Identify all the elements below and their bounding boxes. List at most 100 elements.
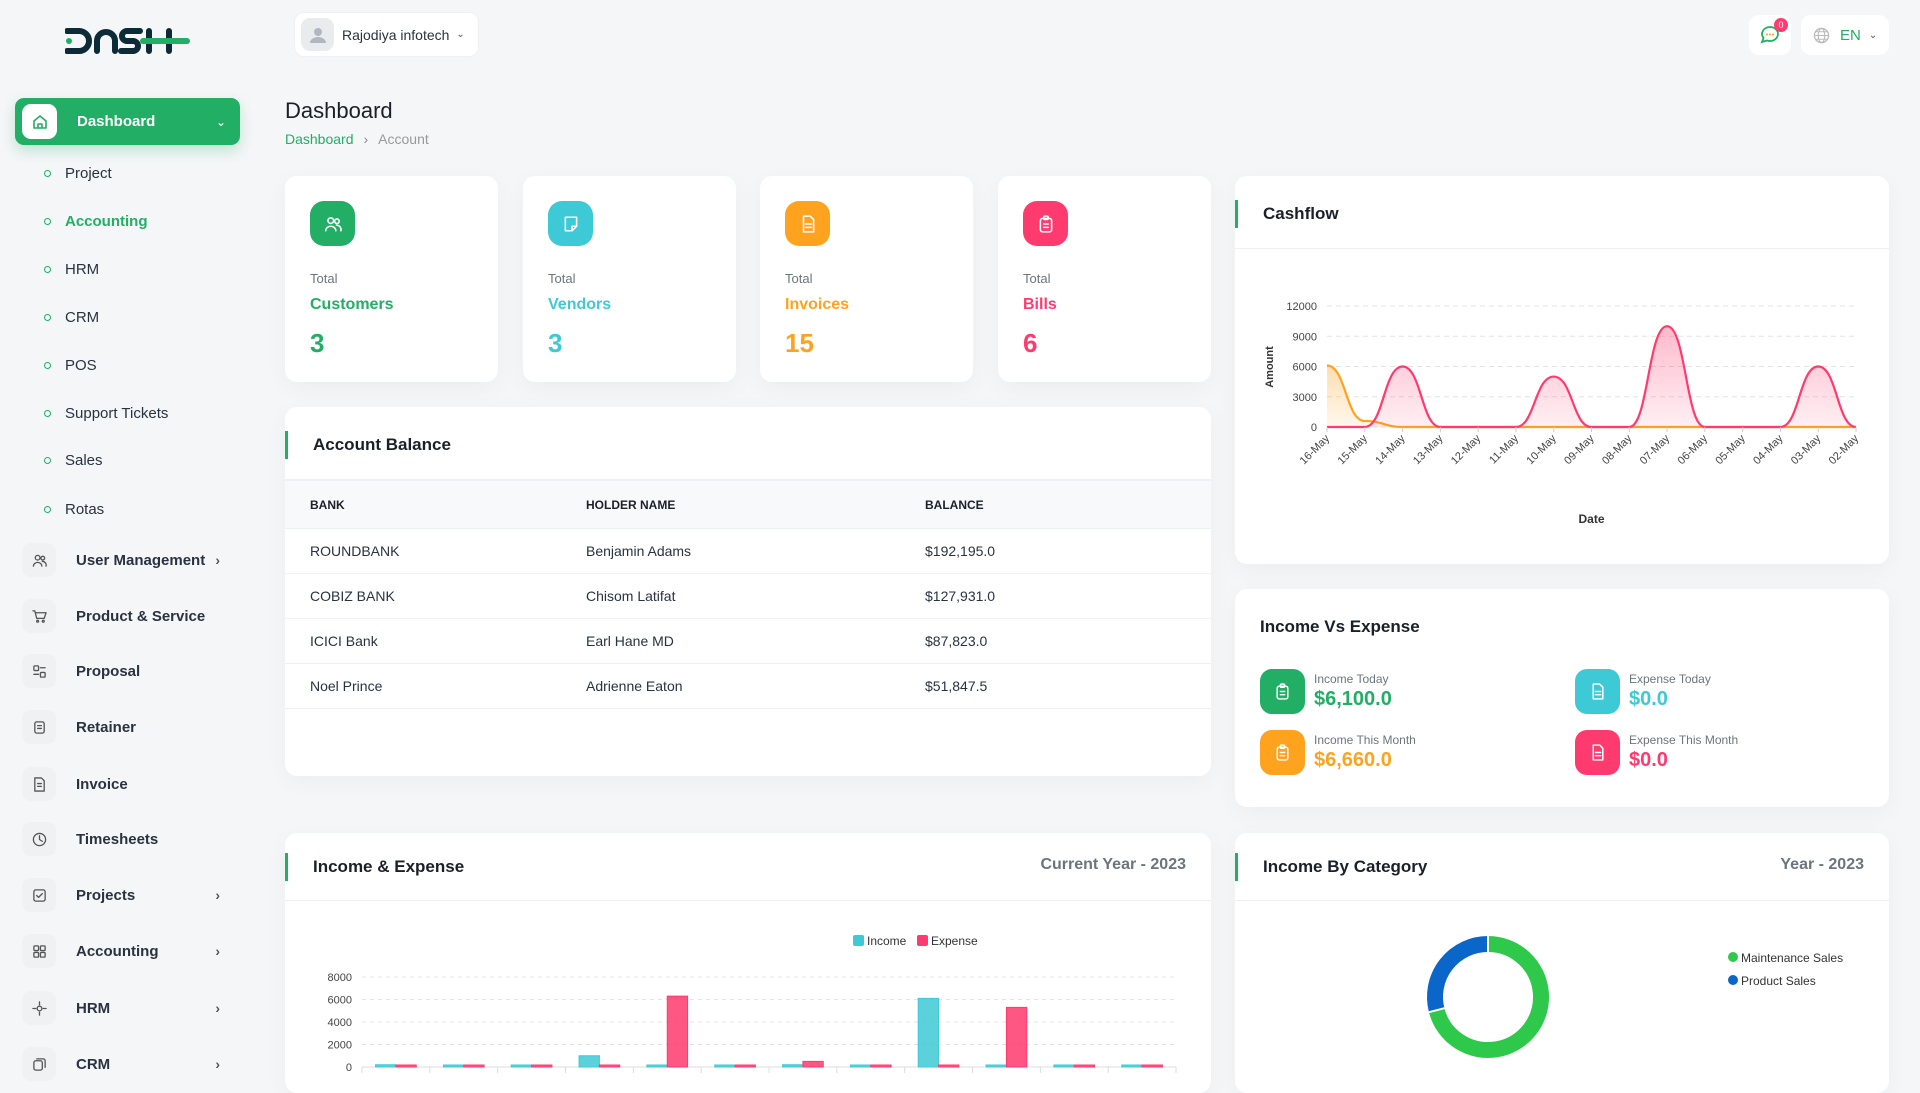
bar-income[interactable] bbox=[375, 1064, 397, 1068]
bar-expense[interactable] bbox=[463, 1064, 485, 1068]
clipboard-icon bbox=[1276, 744, 1289, 761]
table-row: COBIZ BANK Chisom Latifat $127,931.0 bbox=[285, 573, 1211, 619]
bar-expense[interactable] bbox=[1141, 1064, 1163, 1068]
cell-balance: $51,847.5 bbox=[925, 663, 1211, 709]
x-tick-label: 04-May bbox=[1751, 432, 1786, 467]
bar-expense[interactable] bbox=[734, 1064, 756, 1068]
stat-label: Invoices bbox=[785, 296, 850, 313]
sidebar-item-proposal[interactable]: Proposal bbox=[22, 653, 232, 689]
summary-label: Expense This Month bbox=[1629, 733, 1739, 747]
bar-income[interactable] bbox=[442, 1064, 465, 1068]
sidebar-item-product-service[interactable]: Product & Service bbox=[22, 598, 232, 634]
income-expense-title: Income & Expense bbox=[285, 853, 464, 881]
bar-income[interactable] bbox=[917, 997, 940, 1068]
bar-income[interactable] bbox=[646, 1064, 668, 1068]
sidebar-item-hrm[interactable]: HRM › bbox=[22, 990, 232, 1026]
summary-income-this-month: Income This Month $6,660.0 bbox=[1260, 730, 1416, 775]
x-tick-label: 13-May bbox=[1411, 432, 1446, 467]
bar-expense[interactable] bbox=[870, 1064, 892, 1068]
bar-income[interactable] bbox=[849, 1064, 872, 1068]
dash-logo[interactable] bbox=[65, 26, 190, 56]
sidebar-item-user-management[interactable]: User Management › bbox=[22, 542, 232, 578]
stat-value: 15 bbox=[785, 328, 814, 358]
legend-label[interactable]: Expense bbox=[931, 934, 978, 948]
legend-label[interactable]: Maintenance Sales bbox=[1741, 951, 1843, 965]
sidebar-subitem-pos[interactable]: POS bbox=[44, 353, 97, 377]
file-icon bbox=[1592, 683, 1604, 700]
messages-button[interactable]: 0 bbox=[1749, 15, 1791, 55]
cart-icon bbox=[31, 609, 47, 623]
bullet-icon bbox=[44, 361, 51, 369]
sidebar-subitem-support-tickets[interactable]: Support Tickets bbox=[44, 401, 168, 425]
bar-income[interactable] bbox=[510, 1064, 533, 1068]
bar-expense[interactable] bbox=[531, 1064, 553, 1068]
globe-icon bbox=[1813, 27, 1830, 43]
y-axis-label: Amount bbox=[1264, 346, 1276, 388]
y-tick-label: 2000 bbox=[328, 1040, 352, 1052]
donut-slice-product-sales[interactable] bbox=[1427, 936, 1489, 1013]
y-tick-label: 0 bbox=[1311, 422, 1317, 434]
bar-expense[interactable] bbox=[1073, 1064, 1096, 1068]
company-switcher[interactable]: Rajodiya infotech ⌄ bbox=[294, 12, 479, 57]
x-tick-label: 05-May bbox=[1713, 432, 1748, 467]
bar-expense[interactable] bbox=[598, 1064, 621, 1068]
avatar bbox=[301, 18, 334, 51]
cell-holder: Benjamin Adams bbox=[586, 528, 925, 574]
bar-expense[interactable] bbox=[395, 1064, 417, 1068]
bar-expense[interactable] bbox=[938, 1064, 960, 1068]
sidebar-subitem-rotas[interactable]: Rotas bbox=[44, 497, 104, 521]
stat-card-invoices[interactable]: Total Invoices 15 bbox=[760, 176, 973, 382]
sidebar-item-retainer[interactable]: Retainer bbox=[22, 709, 232, 745]
income-by-category-card: Income By Category Year - 2023 bbox=[1235, 833, 1889, 1093]
clipboard-icon bbox=[1039, 214, 1052, 233]
file-icon bbox=[802, 214, 814, 233]
sidebar-item-projects[interactable]: Projects › bbox=[22, 877, 232, 913]
sidebar-item-label: HRM bbox=[76, 999, 111, 1017]
sidebar-item-timesheets[interactable]: Timesheets bbox=[22, 821, 232, 857]
sidebar-item-invoice[interactable]: Invoice bbox=[22, 766, 232, 802]
stat-card-bills[interactable]: Total Bills 6 bbox=[998, 176, 1211, 382]
breadcrumb-link-dashboard[interactable]: Dashboard bbox=[285, 131, 354, 147]
legend-label[interactable]: Product Sales bbox=[1741, 974, 1816, 988]
sidebar-subitem-crm[interactable]: CRM bbox=[44, 305, 99, 329]
sidebar-item-crm[interactable]: CRM › bbox=[22, 1046, 232, 1082]
y-tick-label: 4000 bbox=[328, 1017, 352, 1029]
stat-caption: Total bbox=[310, 271, 338, 286]
bar-expense[interactable] bbox=[1005, 1006, 1028, 1068]
bar-income[interactable] bbox=[1053, 1064, 1075, 1068]
stat-value: 3 bbox=[548, 328, 563, 358]
sidebar-item-label: Product & Service bbox=[76, 607, 206, 625]
bar-income[interactable] bbox=[714, 1064, 736, 1068]
chevron-right-icon: › bbox=[215, 552, 220, 568]
bar-income[interactable] bbox=[1121, 1064, 1143, 1068]
stat-card-vendors[interactable]: Total Vendors 3 bbox=[523, 176, 736, 382]
stat-value: 3 bbox=[310, 328, 325, 358]
sidebar-subitem-accounting[interactable]: Accounting bbox=[44, 209, 148, 233]
bar-income[interactable] bbox=[578, 1055, 600, 1068]
sidebar-subitem-sales[interactable]: Sales bbox=[44, 448, 103, 472]
sidebar-item-accounting[interactable]: Accounting › bbox=[22, 933, 232, 969]
sidebar-item-label: Project bbox=[65, 164, 112, 182]
sidebar-item-dashboard[interactable]: Dashboard ⌄ bbox=[15, 98, 240, 145]
language-selector[interactable]: EN ⌄ bbox=[1801, 15, 1889, 55]
bar-income[interactable] bbox=[985, 1064, 1007, 1068]
bar-expense[interactable] bbox=[802, 1060, 824, 1068]
legend-label[interactable]: Income bbox=[867, 934, 907, 948]
bullet-icon bbox=[44, 456, 51, 464]
bar-expense[interactable] bbox=[666, 995, 689, 1068]
users-icon bbox=[324, 216, 342, 232]
column-header-holder: HOLDER NAME bbox=[586, 480, 925, 529]
chevron-right-icon: › bbox=[363, 131, 369, 147]
cashflow-area bbox=[1327, 326, 1856, 427]
income-vs-expense-title: Income Vs Expense bbox=[1260, 617, 1420, 636]
bar-income[interactable] bbox=[782, 1064, 804, 1068]
summary-label: Expense Today bbox=[1629, 672, 1711, 686]
legend-swatch bbox=[917, 935, 928, 946]
sidebar-subitem-project[interactable]: Project bbox=[44, 161, 112, 185]
donut-slice-maintenance-sales[interactable] bbox=[1428, 936, 1549, 1058]
stat-caption: Total bbox=[785, 271, 813, 286]
stat-card-customers[interactable]: Total Customers 3 bbox=[285, 176, 498, 382]
note-icon-badge bbox=[548, 201, 593, 246]
sidebar-subitem-hrm[interactable]: HRM bbox=[44, 257, 99, 281]
sidebar-item-label: Dashboard bbox=[77, 113, 156, 130]
